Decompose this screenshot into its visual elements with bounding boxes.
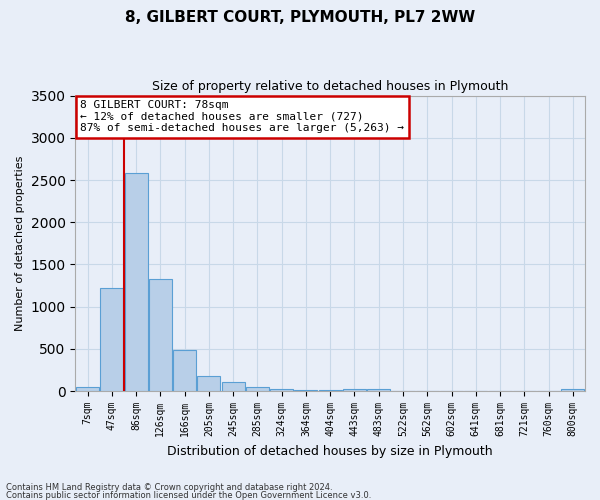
Bar xyxy=(76,387,99,391)
Y-axis label: Number of detached properties: Number of detached properties xyxy=(15,156,25,331)
Bar xyxy=(149,279,172,391)
Bar xyxy=(343,389,366,391)
Bar xyxy=(173,350,196,391)
Bar xyxy=(197,376,220,391)
Bar xyxy=(367,389,390,391)
Bar xyxy=(246,388,269,391)
X-axis label: Distribution of detached houses by size in Plymouth: Distribution of detached houses by size … xyxy=(167,444,493,458)
Bar xyxy=(221,382,245,391)
Text: 8, GILBERT COURT, PLYMOUTH, PL7 2WW: 8, GILBERT COURT, PLYMOUTH, PL7 2WW xyxy=(125,10,475,25)
Title: Size of property relative to detached houses in Plymouth: Size of property relative to detached ho… xyxy=(152,80,508,93)
Text: 8 GILBERT COURT: 78sqm
← 12% of detached houses are smaller (727)
87% of semi-de: 8 GILBERT COURT: 78sqm ← 12% of detached… xyxy=(80,100,404,133)
Text: Contains public sector information licensed under the Open Government Licence v3: Contains public sector information licen… xyxy=(6,490,371,500)
Bar xyxy=(295,390,317,391)
Bar xyxy=(125,174,148,391)
Text: Contains HM Land Registry data © Crown copyright and database right 2024.: Contains HM Land Registry data © Crown c… xyxy=(6,484,332,492)
Bar xyxy=(319,390,342,391)
Bar xyxy=(562,389,584,391)
Bar xyxy=(270,388,293,391)
Bar xyxy=(100,288,124,391)
